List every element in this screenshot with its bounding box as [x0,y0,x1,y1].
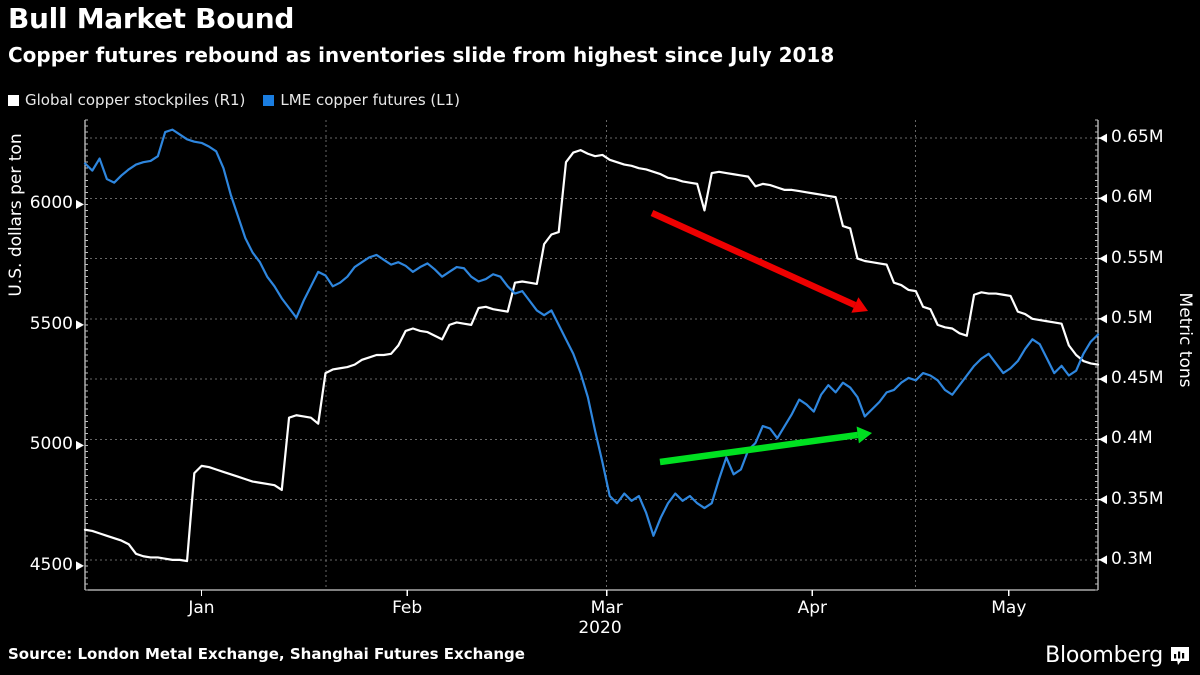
x-tick-apr: Apr [797,598,828,618]
x-tick-mar: Mar [590,598,623,618]
x-tick-jan: Jan [188,598,215,618]
ticks-group [76,119,1107,596]
legend-swatch-white-icon [8,94,19,106]
right-tick-0.3M: 0.3M [1111,548,1153,569]
gridlines-group [85,120,1098,590]
x-tick-feb: Feb [392,598,423,618]
page-subtitle: Copper futures rebound as inventories sl… [8,43,835,67]
series-line-stockpiles [83,149,1100,563]
left-tick-4500: 4500 [29,554,73,575]
legend-item-stockpiles[interactable]: Global copper stockpiles (R1) [8,91,245,109]
bloomberg-branding: Bloomberg [1045,643,1190,668]
right-tick-0.45M: 0.45M [1111,368,1164,389]
legend-item-futures[interactable]: LME copper futures (L1) [263,91,460,109]
legend-swatch-blue-icon [263,94,275,106]
left-tick-5000: 5000 [29,434,73,455]
right-tick-0.55M: 0.55M [1111,247,1164,268]
x-axis-year-label: 2020 [578,618,622,638]
left-tick-5500: 5500 [29,313,73,334]
bloomberg-chart-bubble-icon [1171,646,1189,665]
right-tick-0.5M: 0.5M [1111,307,1153,328]
right-tick-0.35M: 0.35M [1111,488,1164,509]
bloomberg-wordmark: Bloomberg [1045,643,1163,668]
series-line-futures [83,128,1100,537]
page-title: Bull Market Bound [8,2,295,35]
legend-label-futures: LME copper futures (L1) [280,91,461,109]
right-tick-0.4M: 0.4M [1111,428,1153,449]
axes-group [84,120,1099,591]
legend-label-stockpiles: Global copper stockpiles (R1) [25,91,246,109]
right-tick-0.6M: 0.6M [1111,187,1153,208]
x-tick-may: May [991,598,1027,618]
chart-legend: Global copper stockpiles (R1) LME copper… [8,90,460,110]
left-tick-6000: 6000 [29,193,73,214]
source-note: Source: London Metal Exchange, Shanghai … [8,645,525,663]
right-tick-0.65M: 0.65M [1111,127,1164,148]
annotations-group [650,210,872,466]
